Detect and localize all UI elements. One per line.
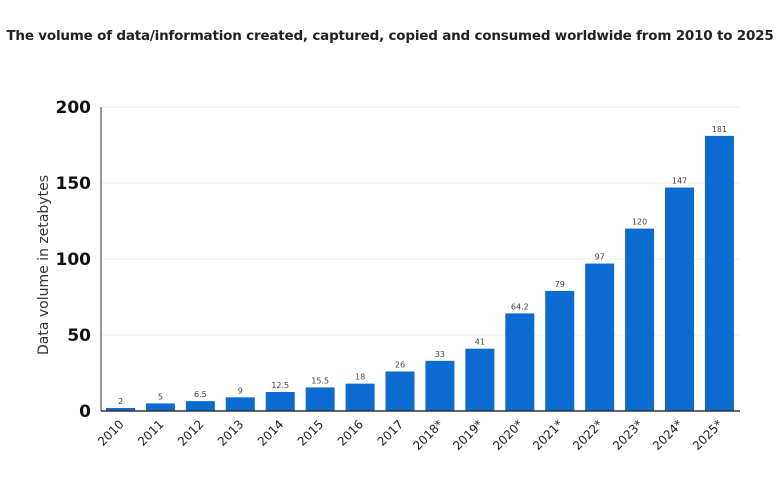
bar (585, 263, 615, 411)
bar (625, 228, 655, 411)
data-label: 26 (395, 360, 405, 369)
bar (265, 392, 295, 411)
data-label: 33 (435, 350, 445, 359)
x-tick-label: 2023* (610, 417, 646, 453)
bar (385, 371, 415, 411)
bar (465, 348, 495, 411)
bar (305, 387, 335, 411)
x-tick-label: 2016 (335, 417, 366, 448)
data-label: 97 (595, 253, 605, 262)
data-label: 15.5 (311, 376, 329, 385)
x-tick-label: 2018* (410, 417, 446, 453)
data-label: 181 (712, 125, 727, 134)
bar (185, 401, 215, 411)
bar (704, 135, 734, 411)
data-label: 64.2 (511, 302, 529, 311)
bar (545, 290, 575, 411)
data-label: 79 (555, 280, 565, 289)
bar (145, 403, 175, 411)
x-tick-label: 2022* (570, 417, 606, 453)
x-tick-label: 2025* (690, 417, 726, 453)
x-tick-label: 2019* (450, 417, 486, 453)
x-tick-label: 2024* (650, 417, 686, 453)
y-tick-label: 150 (56, 174, 92, 194)
bar (505, 313, 535, 411)
data-label: 2 (118, 397, 123, 406)
x-tick-label: 2014 (255, 417, 286, 448)
x-tick-label: 2021* (530, 417, 566, 453)
x-tick-label: 2011 (135, 417, 166, 448)
data-label: 18 (355, 373, 365, 382)
x-tick-label: 2012 (175, 417, 206, 448)
data-label: 6.5 (194, 390, 207, 399)
y-tick-label: 50 (67, 326, 91, 346)
x-tick-label: 2017 (375, 417, 406, 448)
data-label: 12.5 (271, 381, 289, 390)
bar (425, 360, 455, 411)
data-label: 41 (475, 338, 485, 347)
chart-title: The volume of data/information created, … (6, 28, 774, 44)
data-label: 147 (672, 177, 687, 186)
bar (225, 397, 255, 411)
data-label: 5 (158, 392, 163, 401)
bar (665, 187, 695, 411)
x-tick-label: 2020* (490, 417, 526, 453)
x-tick-label: 2010 (95, 417, 126, 448)
y-tick-label: 0 (79, 402, 91, 422)
x-tick-label: 2015 (295, 417, 326, 448)
bar (345, 383, 375, 411)
x-tick-label: 2013 (215, 417, 246, 448)
y-tick-label: 200 (56, 98, 92, 118)
data-label: 120 (632, 218, 647, 227)
y-tick-label: 100 (56, 250, 92, 270)
data-label: 9 (238, 386, 243, 395)
bar (106, 407, 135, 411)
